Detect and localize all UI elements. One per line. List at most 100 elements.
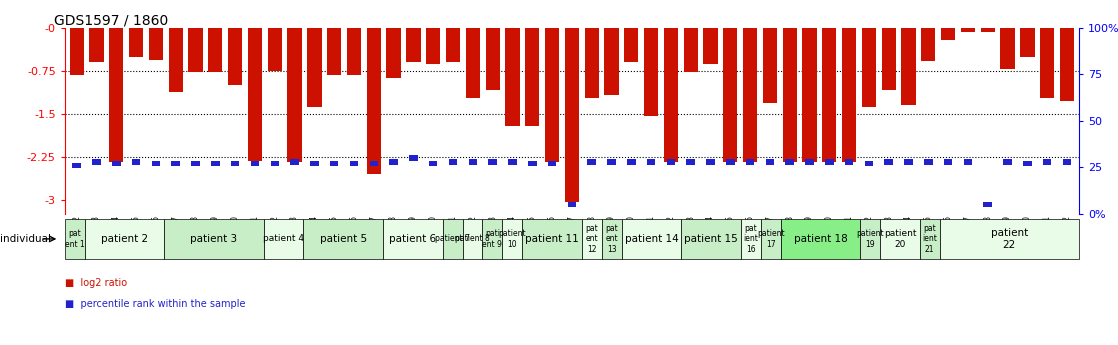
Bar	[367, 28, 381, 174]
Bar	[845, 159, 853, 165]
Bar	[191, 161, 200, 167]
Bar	[509, 159, 517, 165]
Bar	[607, 159, 616, 165]
Text: pati
ent 9: pati ent 9	[482, 229, 502, 249]
Text: GDS1597 / 1860: GDS1597 / 1860	[54, 14, 168, 28]
Text: patient 8: patient 8	[455, 234, 490, 244]
Bar	[132, 159, 141, 165]
Bar	[387, 28, 400, 78]
Text: patient 7: patient 7	[435, 234, 470, 244]
Bar	[93, 159, 101, 165]
Text: patient 14: patient 14	[625, 234, 679, 244]
Bar	[448, 159, 457, 165]
Text: ■  log2 ratio: ■ log2 ratio	[65, 278, 127, 288]
Text: individual: individual	[0, 234, 51, 244]
Bar	[842, 28, 856, 162]
Bar	[825, 159, 834, 165]
Text: pat
ent 1: pat ent 1	[65, 229, 85, 249]
Bar	[862, 28, 877, 107]
Bar	[585, 28, 599, 98]
Text: pat
ent
13: pat ent 13	[605, 224, 618, 254]
Bar	[1043, 159, 1051, 165]
Bar	[960, 28, 975, 32]
Bar	[112, 161, 121, 167]
Bar	[568, 202, 576, 207]
Bar	[805, 159, 814, 165]
Bar	[228, 28, 243, 85]
Bar	[406, 28, 420, 62]
Bar	[864, 161, 873, 167]
Bar	[822, 28, 836, 162]
Bar	[69, 28, 84, 75]
Text: patient 4: patient 4	[263, 234, 304, 244]
Bar	[647, 159, 655, 165]
Bar	[786, 159, 794, 165]
Bar	[686, 159, 695, 165]
Bar	[169, 28, 183, 92]
Bar	[350, 161, 358, 167]
Bar	[528, 161, 537, 167]
Bar	[544, 28, 559, 162]
Bar	[723, 28, 738, 162]
Bar	[707, 159, 714, 165]
Bar	[683, 28, 698, 72]
Bar	[287, 28, 302, 162]
Bar	[152, 161, 160, 167]
Bar	[468, 159, 477, 165]
Bar	[884, 159, 893, 165]
Bar	[1003, 159, 1012, 165]
Bar	[370, 161, 378, 167]
Bar	[904, 159, 912, 165]
Bar	[347, 28, 361, 75]
Bar	[743, 28, 757, 162]
Bar	[73, 162, 80, 168]
Bar	[310, 161, 319, 167]
Bar	[208, 28, 222, 72]
Bar	[587, 159, 596, 165]
Bar	[726, 159, 735, 165]
Text: pat
ient
21: pat ient 21	[922, 224, 937, 254]
Bar	[703, 28, 718, 64]
Bar	[666, 159, 675, 165]
Text: patient
19: patient 19	[856, 229, 884, 249]
Bar	[231, 161, 239, 167]
Bar	[485, 28, 500, 89]
Bar	[644, 28, 659, 117]
Bar	[1021, 28, 1034, 57]
Text: patient 18: patient 18	[794, 234, 847, 244]
Bar	[389, 159, 398, 165]
Bar	[267, 28, 282, 71]
Bar	[980, 28, 995, 32]
Bar	[149, 28, 163, 60]
Bar	[1040, 28, 1054, 98]
Bar	[746, 159, 755, 165]
Bar	[211, 161, 219, 167]
Bar	[489, 159, 496, 165]
Bar	[171, 161, 180, 167]
Bar	[505, 28, 520, 126]
Bar	[605, 28, 618, 95]
Bar	[664, 28, 678, 162]
Text: patient 3: patient 3	[190, 234, 237, 244]
Bar	[941, 28, 955, 40]
Text: patient 5: patient 5	[320, 234, 367, 244]
Bar	[901, 28, 916, 105]
Bar	[944, 159, 953, 165]
Bar	[624, 28, 638, 62]
Bar	[409, 155, 418, 161]
Bar	[466, 28, 480, 98]
Text: patient
20: patient 20	[883, 229, 916, 249]
Bar	[882, 28, 896, 89]
Bar	[307, 28, 322, 107]
Bar	[1063, 159, 1071, 165]
Text: pat
ent
12: pat ent 12	[586, 224, 598, 254]
Bar	[89, 28, 104, 62]
Bar	[565, 28, 579, 203]
Bar	[110, 28, 123, 162]
Bar	[446, 28, 461, 62]
Bar	[925, 159, 932, 165]
Bar	[330, 161, 339, 167]
Bar	[1001, 28, 1015, 69]
Bar	[248, 28, 262, 160]
Bar	[129, 28, 143, 57]
